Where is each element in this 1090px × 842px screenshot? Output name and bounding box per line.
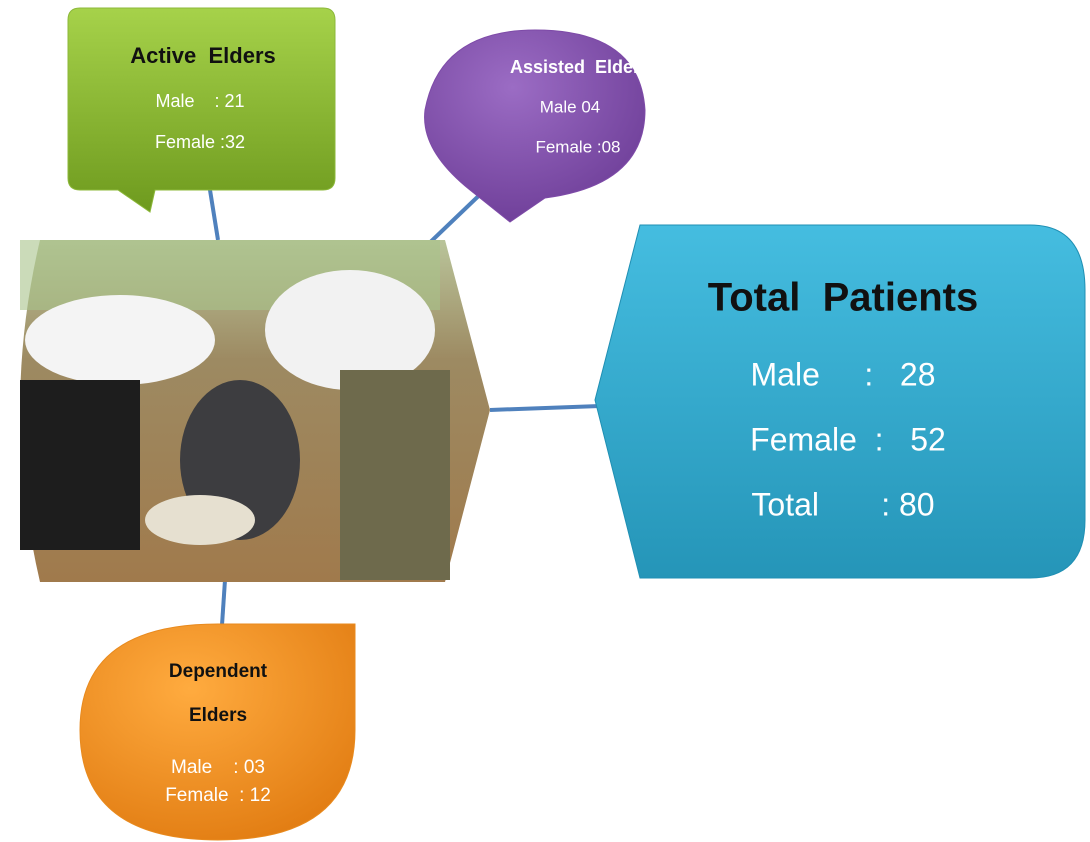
callout-line: Male : 03: [171, 757, 265, 778]
callout-line: Male : 21: [155, 91, 244, 111]
callout-title: Active Elders: [130, 43, 276, 68]
dependent-elders-callout: Dependent Elders Male : 03 Female : 12: [80, 624, 355, 840]
callout-line: Female : 52: [750, 421, 946, 457]
callout-line: Male : 28: [751, 356, 936, 392]
assisted-elders-callout: Assisted Elders Male 04 Female :08: [425, 30, 650, 222]
connector: [210, 190, 218, 240]
photo-figure: [145, 495, 255, 545]
callout-title: Total Patients: [708, 276, 978, 320]
callout-title: Elders: [189, 705, 247, 726]
diagram: Active Elders Male : 21 Female :32 Assis…: [0, 0, 1090, 842]
callout-title: Assisted Elders: [510, 57, 650, 77]
photo-figure: [25, 295, 215, 385]
callout-title: Dependent: [169, 661, 268, 682]
callout-line: Female :32: [155, 132, 245, 152]
connector: [222, 580, 225, 625]
callout-shape: [80, 624, 355, 840]
active-elders-callout: Active Elders Male : 21 Female :32: [68, 8, 335, 212]
callout-line: Male 04: [540, 97, 600, 116]
callout-line: Female :08: [535, 137, 620, 156]
callout-line: Total : 80: [751, 486, 934, 522]
connector: [490, 406, 600, 410]
callout-line: Female : 12: [165, 785, 271, 806]
photo-figure: [20, 380, 140, 550]
photo-figure: [340, 370, 450, 580]
photo: [20, 240, 490, 582]
total-patients-callout: Total Patients Male : 28 Female : 52 Tot…: [595, 225, 1085, 578]
